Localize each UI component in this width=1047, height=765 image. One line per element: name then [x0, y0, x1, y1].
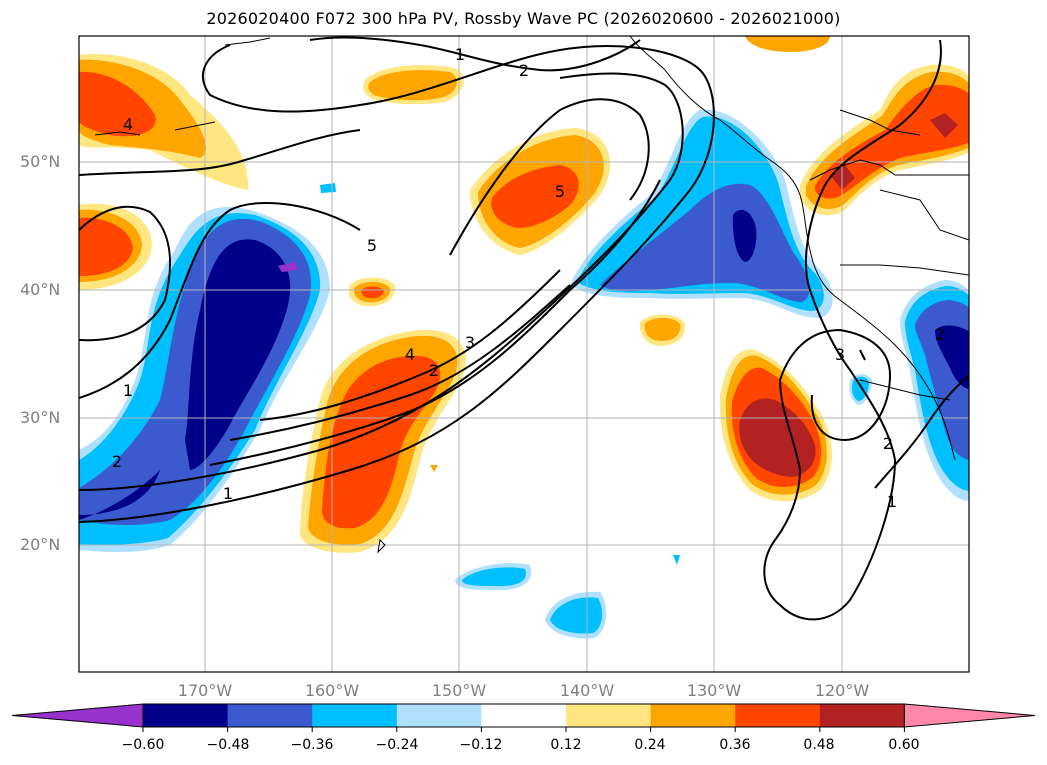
contour-label: 2 — [429, 361, 439, 380]
colorbar-tick-label: 0.60 — [888, 737, 920, 753]
lon-label-130w: 130°W — [686, 681, 742, 700]
map-frame — [78, 35, 970, 673]
contour-label: 1 — [123, 381, 133, 400]
colorbar-swatch — [650, 704, 736, 727]
lat-label-40n: 40°N — [20, 280, 61, 299]
colorbar-swatch — [819, 704, 905, 727]
colorbar-tick-label: −0.24 — [375, 737, 419, 753]
contour-label: 1 — [887, 492, 897, 511]
colorbar-tick-label: 0.36 — [719, 737, 751, 753]
lon-label-140w: 140°W — [559, 681, 615, 700]
colorbar-tick-label: 0.12 — [550, 737, 582, 753]
colorbar-extend-min — [11, 703, 144, 728]
wave-contours — [79, 36, 969, 621]
graticule — [79, 36, 969, 672]
colorbar-extend-max — [903, 703, 1036, 728]
colorbar-swatch — [735, 704, 821, 727]
colorbar-tick-label: −0.12 — [459, 737, 503, 753]
contour-label: 4 — [405, 345, 415, 364]
contour-label: 3 — [835, 345, 845, 364]
contour-label: 4 — [123, 115, 133, 134]
colorbar-swatch — [396, 704, 482, 727]
lon-label-160w: 160°W — [304, 681, 360, 700]
coastlines — [94, 36, 969, 554]
contour-label: 5 — [367, 236, 377, 255]
colorbar-swatch — [566, 704, 652, 727]
contour-label: 2 — [883, 434, 893, 453]
colorbar-swatch — [312, 704, 398, 727]
colorbar-tick-label: −0.60 — [121, 737, 165, 753]
colorbar-frame — [142, 703, 905, 728]
colorbar-swatch — [481, 704, 567, 727]
lon-label-170w: 170°W — [177, 681, 233, 700]
contour-label: 5 — [555, 182, 565, 201]
contour-label: 1 — [223, 484, 233, 503]
contour-label: 2 — [112, 452, 122, 471]
contour-labels: 1 2 4 5 5 4 3 2 2 1 1 2 3 2 1 — [112, 45, 945, 511]
lat-label-20n: 20°N — [20, 535, 61, 554]
contour-label: 2 — [519, 61, 529, 80]
map-title: 2026020400 F072 300 hPa PV, Rossby Wave … — [206, 9, 841, 28]
lat-label-30n: 30°N — [20, 408, 61, 427]
colorbar-swatch — [143, 704, 229, 727]
colorbar-swatch — [227, 704, 313, 727]
pv-map: 1 2 4 5 5 4 3 2 2 1 1 2 3 2 1 — [78, 35, 970, 673]
lat-label-50n: 50°N — [20, 152, 61, 171]
lon-label-150w: 150°W — [431, 681, 487, 700]
colorbar-tick-label: −0.48 — [206, 737, 250, 753]
colorbar-tick-label: 0.24 — [634, 737, 666, 753]
colorbar — [11, 703, 1036, 732]
pv-anomaly-fill — [79, 36, 969, 639]
colorbar-tick-label: 0.48 — [803, 737, 835, 753]
contour-label: 2 — [935, 325, 945, 344]
contour-label: 1 — [455, 45, 465, 64]
colorbar-tick-label: −0.36 — [290, 737, 334, 753]
contour-label: 3 — [465, 333, 475, 352]
lon-label-120w: 120°W — [814, 681, 870, 700]
